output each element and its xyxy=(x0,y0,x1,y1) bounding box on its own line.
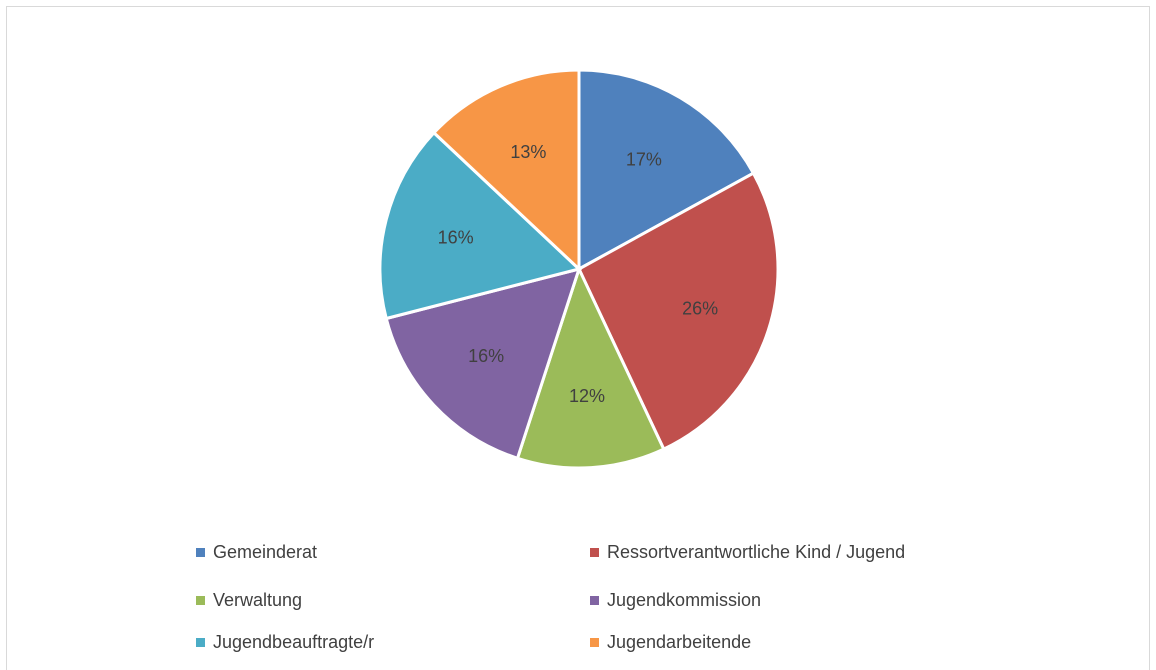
pie-slice-4 xyxy=(384,266,582,461)
pie-slices xyxy=(378,68,780,470)
pie-slice-5 xyxy=(378,130,583,321)
pie-data-labels: 17% 26% 12% 16% 16% 13% xyxy=(438,142,719,406)
pie-slice-6 xyxy=(431,68,581,273)
pie-data-label: 17% xyxy=(626,149,662,169)
pie-data-label: 16% xyxy=(468,346,504,366)
pie-data-label: 12% xyxy=(569,386,605,406)
pie-slice-3 xyxy=(515,264,666,470)
pie-data-label: 13% xyxy=(510,142,546,162)
pie-data-label: 26% xyxy=(682,298,718,318)
pie-slice-2 xyxy=(577,171,780,452)
pie-slice-1 xyxy=(577,68,756,272)
pie-data-label: 16% xyxy=(438,227,474,247)
